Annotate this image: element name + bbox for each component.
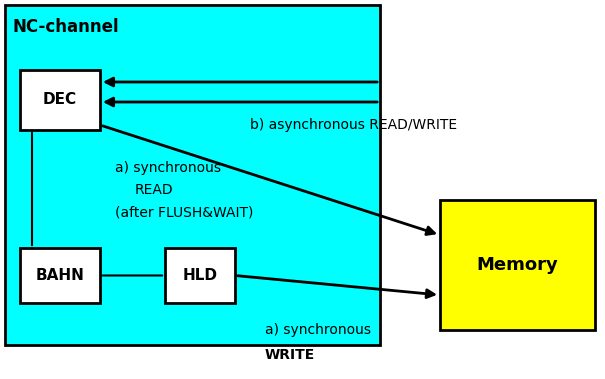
- Text: WRITE: WRITE: [265, 348, 315, 362]
- Bar: [20, 70, 100, 130]
- Bar: [165, 248, 235, 303]
- Text: READ: READ: [135, 183, 174, 197]
- Text: BAHN: BAHN: [36, 268, 85, 283]
- Text: DEC: DEC: [43, 92, 77, 108]
- Text: a) synchronous: a) synchronous: [115, 161, 221, 175]
- Text: a) synchronous: a) synchronous: [265, 323, 371, 337]
- Text: b) asynchronous READ/WRITE: b) asynchronous READ/WRITE: [250, 118, 457, 132]
- Text: Memory: Memory: [477, 256, 558, 274]
- Bar: [20, 248, 100, 303]
- Text: HLD: HLD: [183, 268, 218, 283]
- Bar: [5, 5, 380, 345]
- Bar: [440, 200, 595, 330]
- Text: NC-channel: NC-channel: [13, 18, 120, 36]
- Text: (after FLUSH&WAIT): (after FLUSH&WAIT): [115, 205, 253, 219]
